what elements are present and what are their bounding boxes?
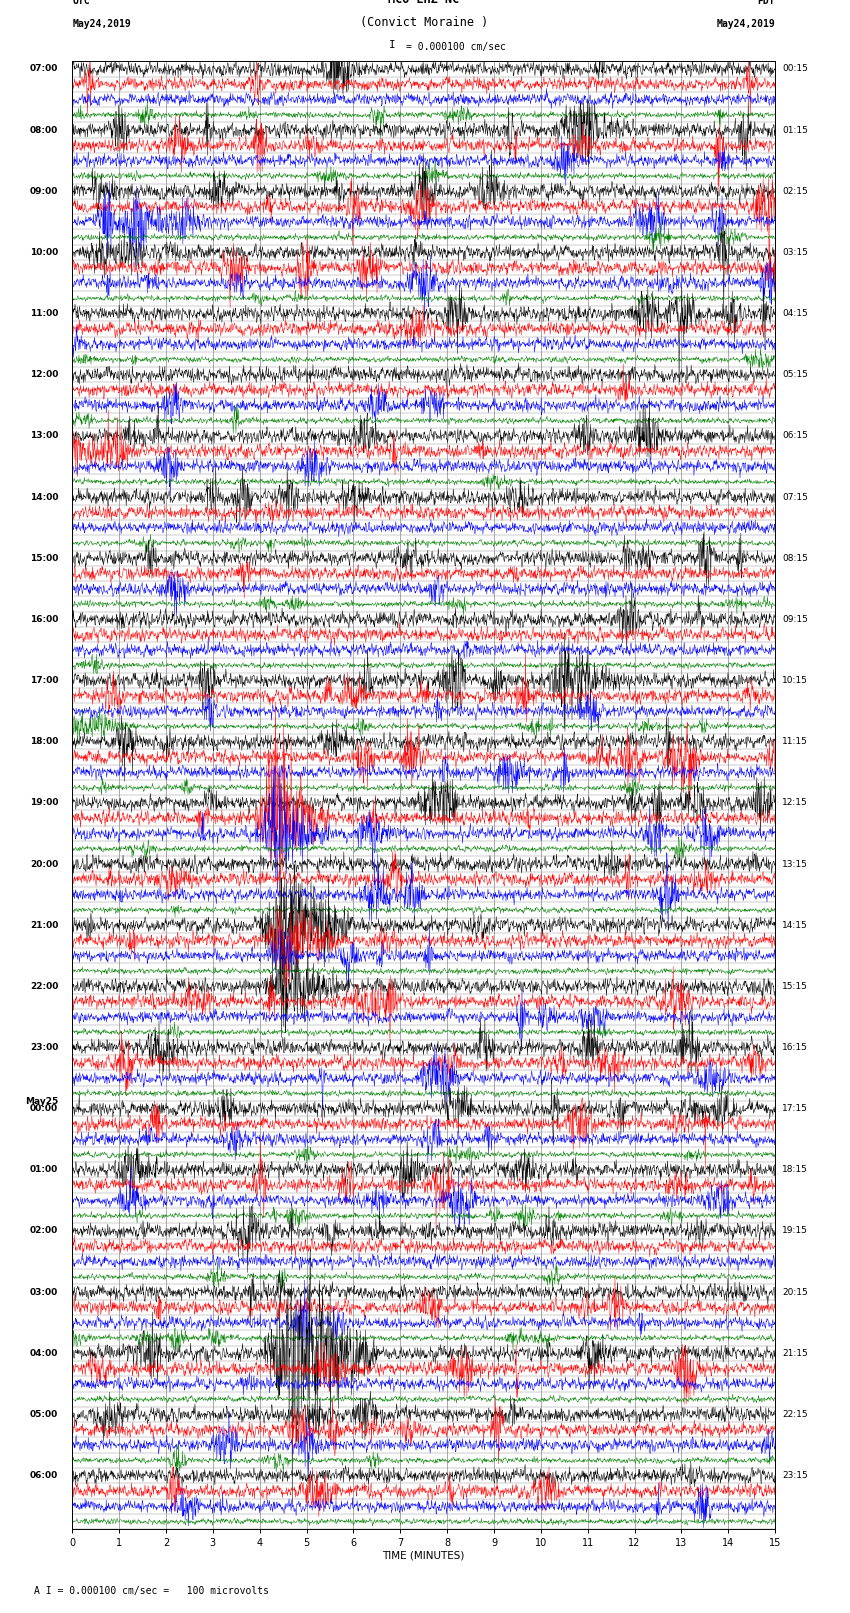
Text: 17:00: 17:00 xyxy=(30,676,58,686)
Text: 01:15: 01:15 xyxy=(782,126,808,134)
Text: 19:00: 19:00 xyxy=(30,798,58,808)
Text: May25: May25 xyxy=(25,1097,58,1105)
Text: 00:15: 00:15 xyxy=(782,65,808,74)
Text: A I = 0.000100 cm/sec =   100 microvolts: A I = 0.000100 cm/sec = 100 microvolts xyxy=(34,1586,269,1595)
Text: 13:15: 13:15 xyxy=(782,860,808,868)
Text: 08:15: 08:15 xyxy=(782,553,808,563)
Text: 18:15: 18:15 xyxy=(782,1165,808,1174)
Text: 11:00: 11:00 xyxy=(30,310,58,318)
Text: 18:00: 18:00 xyxy=(30,737,58,747)
Text: 07:00: 07:00 xyxy=(30,65,58,74)
Text: 16:15: 16:15 xyxy=(782,1044,808,1052)
Text: 04:15: 04:15 xyxy=(782,310,808,318)
Text: 07:15: 07:15 xyxy=(782,492,808,502)
Text: 20:15: 20:15 xyxy=(782,1287,808,1297)
Text: 10:00: 10:00 xyxy=(30,248,58,256)
Text: UTC: UTC xyxy=(72,0,90,5)
Text: 05:00: 05:00 xyxy=(30,1410,58,1419)
Text: 01:00: 01:00 xyxy=(30,1165,58,1174)
Text: May24,2019: May24,2019 xyxy=(717,19,775,29)
Text: 22:00: 22:00 xyxy=(30,982,58,990)
Text: 21:15: 21:15 xyxy=(782,1348,808,1358)
Text: 15:15: 15:15 xyxy=(782,982,808,990)
X-axis label: TIME (MINUTES): TIME (MINUTES) xyxy=(382,1552,465,1561)
Text: 15:00: 15:00 xyxy=(30,553,58,563)
Text: 14:15: 14:15 xyxy=(782,921,808,929)
Text: (Convict Moraine ): (Convict Moraine ) xyxy=(360,16,488,29)
Text: 17:15: 17:15 xyxy=(782,1105,808,1113)
Text: 03:15: 03:15 xyxy=(782,248,808,256)
Text: 06:00: 06:00 xyxy=(30,1471,58,1481)
Text: 14:00: 14:00 xyxy=(30,492,58,502)
Text: 11:15: 11:15 xyxy=(782,737,808,747)
Text: 13:00: 13:00 xyxy=(30,431,58,440)
Text: 02:00: 02:00 xyxy=(30,1226,58,1236)
Text: 00:00: 00:00 xyxy=(30,1105,58,1113)
Text: 23:15: 23:15 xyxy=(782,1471,808,1481)
Text: 03:00: 03:00 xyxy=(30,1287,58,1297)
Text: PDT: PDT xyxy=(757,0,775,5)
Text: MCO EHZ NC: MCO EHZ NC xyxy=(388,0,459,5)
Text: 09:00: 09:00 xyxy=(30,187,58,195)
Text: 06:15: 06:15 xyxy=(782,431,808,440)
Text: 22:15: 22:15 xyxy=(782,1410,807,1419)
Text: 04:00: 04:00 xyxy=(30,1348,58,1358)
Text: 21:00: 21:00 xyxy=(30,921,58,929)
Text: 12:00: 12:00 xyxy=(30,371,58,379)
Text: 23:00: 23:00 xyxy=(30,1044,58,1052)
Text: 16:00: 16:00 xyxy=(30,615,58,624)
Text: 20:00: 20:00 xyxy=(30,860,58,868)
Text: 05:15: 05:15 xyxy=(782,371,808,379)
Text: 19:15: 19:15 xyxy=(782,1226,808,1236)
Text: 02:15: 02:15 xyxy=(782,187,808,195)
Text: 10:15: 10:15 xyxy=(782,676,808,686)
Text: 08:00: 08:00 xyxy=(30,126,58,134)
Text: I: I xyxy=(388,40,395,50)
Text: 12:15: 12:15 xyxy=(782,798,808,808)
Text: = 0.000100 cm/sec: = 0.000100 cm/sec xyxy=(406,42,506,53)
Text: 09:15: 09:15 xyxy=(782,615,808,624)
Text: May24,2019: May24,2019 xyxy=(72,19,131,29)
